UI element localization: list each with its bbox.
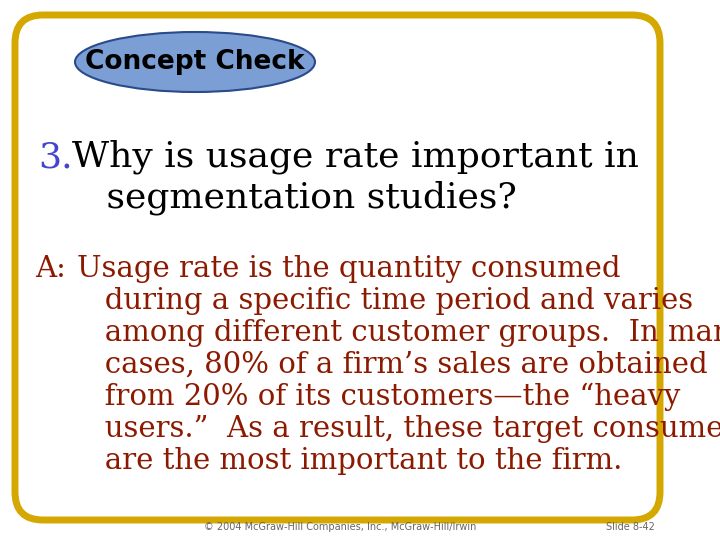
Text: from 20% of its customers—the “heavy: from 20% of its customers—the “heavy xyxy=(77,383,680,411)
Text: cases, 80% of a firm’s sales are obtained: cases, 80% of a firm’s sales are obtaine… xyxy=(77,351,708,379)
Text: Why is usage rate important in: Why is usage rate important in xyxy=(72,140,639,174)
FancyBboxPatch shape xyxy=(15,15,660,520)
Text: during a specific time period and varies: during a specific time period and varies xyxy=(77,287,693,315)
Text: © 2004 McGraw-Hill Companies, Inc., McGraw-Hill/Irwin: © 2004 McGraw-Hill Companies, Inc., McGr… xyxy=(204,522,476,532)
Text: among different customer groups.  In many: among different customer groups. In many xyxy=(77,319,720,347)
Text: A:: A: xyxy=(35,255,66,283)
Text: Concept Check: Concept Check xyxy=(85,49,305,75)
Text: Usage rate is the quantity consumed: Usage rate is the quantity consumed xyxy=(77,255,621,283)
Text: segmentation studies?: segmentation studies? xyxy=(72,180,517,215)
Text: Slide 8-42: Slide 8-42 xyxy=(606,522,655,532)
Text: 3.: 3. xyxy=(38,140,73,174)
Text: users.”  As a result, these target consumers: users.” As a result, these target consum… xyxy=(77,415,720,443)
Text: are the most important to the firm.: are the most important to the firm. xyxy=(77,447,622,475)
Ellipse shape xyxy=(75,32,315,92)
